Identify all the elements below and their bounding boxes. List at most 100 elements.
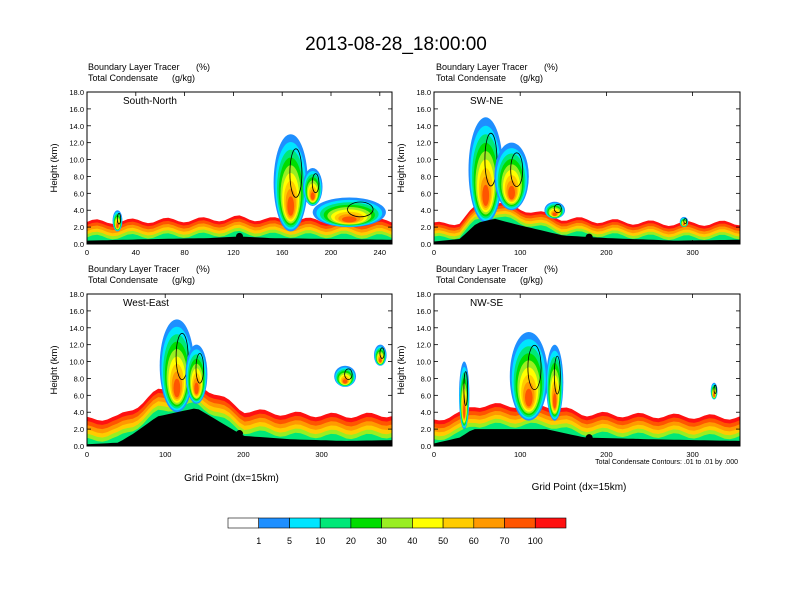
y-tick-label: 18.0: [69, 290, 84, 299]
colorbar-swatch: [381, 517, 413, 529]
y-tick-label: 2.0: [74, 425, 84, 434]
condensate-contour: [195, 353, 204, 384]
y-axis-label: Height (km): [49, 143, 60, 192]
x-tick-label: 200: [325, 248, 338, 257]
y-tick-label: 12.0: [69, 341, 84, 350]
colorbar-label: 40: [407, 536, 417, 546]
subtitle-tracer-unit: (%): [196, 62, 210, 72]
colorbar-swatch: [504, 517, 536, 529]
x-tick-label: 240: [374, 248, 387, 257]
subtitle-condensate-unit: (g/kg): [520, 73, 543, 83]
y-tick-label: 0.0: [74, 442, 84, 451]
x-tick-label: 100: [159, 450, 172, 459]
subtitle-condensate-unit: (g/kg): [172, 73, 195, 83]
condensate-contour: [553, 203, 562, 214]
subtitle-tracer: Boundary Layer Tracer: [436, 62, 528, 72]
condensate-contour: [289, 148, 303, 198]
y-tick-label: 8.0: [74, 172, 84, 181]
x-tick-label: 300: [686, 450, 699, 459]
panel-nw-se: Boundary Layer Tracer (%) Total Condensate…: [396, 264, 741, 493]
subtitle-condensate: Total Condensate: [436, 275, 506, 285]
plot-frame: [433, 91, 741, 245]
x-tick-label: 200: [237, 450, 250, 459]
x-tick-label: 120: [227, 248, 240, 257]
y-tick-label: 10.0: [69, 358, 84, 367]
y-tick-label: 14.0: [69, 122, 84, 131]
plume-shade: [552, 212, 557, 216]
plume-shade: [553, 393, 557, 409]
y-tick-label: 16.0: [416, 307, 431, 316]
y-tick-label: 0.0: [421, 240, 431, 249]
x-axis-label: Grid Point (dx=15km): [532, 482, 627, 493]
plume-shade: [463, 404, 466, 419]
terrain: [87, 408, 392, 446]
x-tick-label: 0: [85, 450, 89, 459]
colorbar-label: 100: [528, 536, 543, 546]
y-tick-label: 10.0: [69, 156, 84, 165]
colorbar-swatch: [442, 517, 475, 529]
y-tick-label: 6.0: [421, 391, 431, 400]
subtitle-tracer: Boundary Layer Tracer: [436, 264, 528, 274]
condensate-contour: [510, 152, 524, 188]
y-tick-label: 2.0: [421, 223, 431, 232]
condensate-contour: [553, 355, 561, 395]
condensate-contour: [527, 344, 542, 391]
plume-shade: [683, 223, 685, 226]
tracer-field: [87, 134, 392, 244]
panel-label: South-North: [123, 96, 177, 107]
y-tick-label: 8.0: [74, 374, 84, 383]
x-tick-label: 0: [432, 450, 436, 459]
plume-shade: [508, 185, 515, 200]
y-tick-label: 4.0: [74, 206, 84, 215]
panel-sw-ne: Boundary Layer Tracer (%) Total Condensate…: [396, 62, 741, 257]
panel-west-east: Boundary Layer Tracer (%) Total Condensate…: [49, 264, 393, 484]
subtitle-condensate: Total Condensate: [88, 275, 158, 285]
y-tick-label: 4.0: [74, 408, 84, 417]
colorbar-label: 70: [499, 536, 509, 546]
colorbar-label: 50: [438, 536, 448, 546]
y-tick-label: 14.0: [416, 122, 431, 131]
colorbar-swatch: [412, 517, 444, 529]
condensate-contour: [311, 173, 320, 194]
y-tick-label: 16.0: [69, 307, 84, 316]
y-tick-label: 14.0: [416, 324, 431, 333]
colorbar-swatch: [258, 517, 290, 529]
y-tick-label: 8.0: [421, 172, 431, 181]
subtitle-condensate-unit: (g/kg): [172, 275, 195, 285]
plume-shade: [287, 196, 295, 216]
plume-shade: [342, 379, 348, 384]
y-axis-label: Height (km): [49, 345, 60, 394]
x-tick-label: 200: [600, 450, 613, 459]
condensate-contour: [463, 371, 468, 406]
y-tick-label: 2.0: [74, 223, 84, 232]
colorbar-swatch: [534, 517, 567, 529]
x-tick-label: 0: [85, 248, 89, 257]
condensate-contour: [344, 368, 353, 380]
x-tick-label: 300: [686, 248, 699, 257]
plot-frame: [433, 293, 741, 447]
plume-shade: [379, 358, 382, 363]
figure-title: 2013-08-28_18:00:00: [305, 34, 487, 55]
x-tick-label: 80: [180, 248, 188, 257]
x-axis-label: Grid Point (dx=15km): [184, 473, 279, 484]
contour-note: Total Condensate Contours: .01 to .01 by…: [595, 459, 738, 466]
condensate-contour: [347, 201, 374, 218]
terrain: [434, 218, 740, 244]
plume-shade: [342, 216, 357, 223]
plot-frame: [86, 91, 393, 245]
plume-shade: [116, 223, 119, 228]
y-tick-label: 12.0: [69, 139, 84, 148]
colorbar-swatch: [350, 517, 382, 529]
y-tick-label: 6.0: [74, 189, 84, 198]
y-tick-label: 2.0: [421, 425, 431, 434]
tracer-field: [434, 117, 740, 244]
subtitle-tracer-unit: (%): [544, 264, 558, 274]
condensate-contour: [683, 218, 688, 224]
colorbar-label: 30: [377, 536, 387, 546]
plume-shade: [482, 184, 490, 206]
subtitle-tracer: Boundary Layer Tracer: [88, 62, 180, 72]
panel-label: West-East: [123, 298, 169, 309]
condensate-contour: [116, 212, 122, 225]
y-tick-label: 18.0: [416, 290, 431, 299]
panel-label: NW-SE: [470, 298, 503, 309]
